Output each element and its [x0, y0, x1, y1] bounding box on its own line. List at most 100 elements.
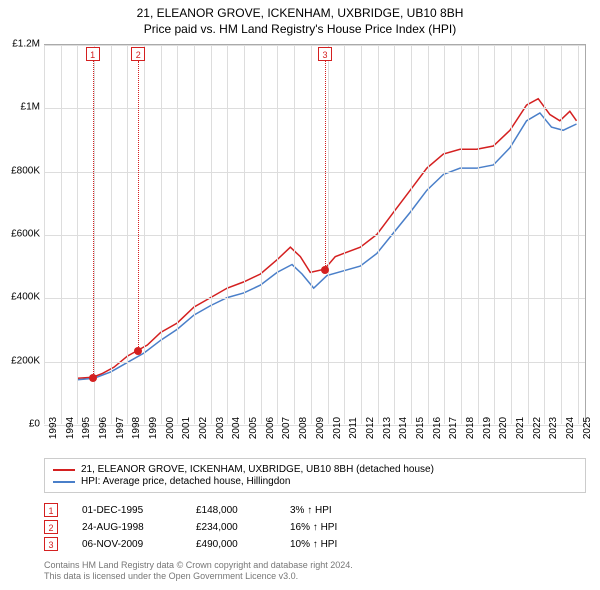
gridline-v	[161, 45, 162, 424]
sale-marker-icon: 3	[44, 537, 58, 551]
x-axis-label: 2019	[482, 417, 493, 439]
sale-pct: 10% ↑ HPI	[290, 539, 370, 550]
sale-date: 01-DEC-1995	[82, 505, 172, 516]
x-axis-label: 2007	[281, 417, 292, 439]
gridline-v	[111, 45, 112, 424]
y-axis-label: £200K	[0, 355, 40, 366]
sale-pct: 3% ↑ HPI	[290, 505, 370, 516]
x-axis-label: 1996	[98, 417, 109, 439]
gridline-v	[361, 45, 362, 424]
gridline-v	[478, 45, 479, 424]
sale-marker-box: 3	[318, 47, 332, 61]
sale-marker-line	[138, 61, 139, 351]
footer-line: Contains HM Land Registry data © Crown c…	[44, 560, 353, 571]
gridline-h	[44, 172, 585, 173]
x-axis-label: 2016	[432, 417, 443, 439]
x-axis-label: 2012	[365, 417, 376, 439]
sale-price: £490,000	[196, 539, 266, 550]
sale-marker-dot	[134, 347, 142, 355]
x-axis-label: 2018	[465, 417, 476, 439]
x-axis-label: 2009	[315, 417, 326, 439]
gridline-h	[44, 235, 585, 236]
gridline-v	[194, 45, 195, 424]
x-axis-label: 2024	[565, 417, 576, 439]
gridline-v	[561, 45, 562, 424]
x-axis-label: 2006	[265, 417, 276, 439]
x-axis-label: 2003	[215, 417, 226, 439]
x-axis-label: 1999	[148, 417, 159, 439]
sale-price: £148,000	[196, 505, 266, 516]
x-axis-label: 2005	[248, 417, 259, 439]
gridline-v	[494, 45, 495, 424]
y-axis-label: £1.2M	[0, 39, 40, 50]
gridline-h	[44, 362, 585, 363]
gridline-v	[394, 45, 395, 424]
legend-box: 21, ELEANOR GROVE, ICKENHAM, UXBRIDGE, U…	[44, 458, 586, 493]
sale-price: £234,000	[196, 522, 266, 533]
x-axis-label: 1998	[131, 417, 142, 439]
gridline-v	[94, 45, 95, 424]
sale-marker-dot	[89, 374, 97, 382]
x-axis-label: 2000	[165, 417, 176, 439]
sale-marker-dot	[321, 266, 329, 274]
gridline-v	[444, 45, 445, 424]
gridline-v	[578, 45, 579, 424]
y-axis-label: £800K	[0, 165, 40, 176]
gridline-v	[328, 45, 329, 424]
chart-container: 21, ELEANOR GROVE, ICKENHAM, UXBRIDGE, U…	[0, 0, 600, 590]
gridline-h	[44, 298, 585, 299]
x-axis-label: 2014	[398, 417, 409, 439]
legend-label: HPI: Average price, detached house, Hill…	[81, 476, 290, 487]
gridline-v	[511, 45, 512, 424]
subtitle: Price paid vs. HM Land Registry's House …	[0, 22, 600, 36]
legend-row: 21, ELEANOR GROVE, ICKENHAM, UXBRIDGE, U…	[53, 464, 577, 475]
gridline-h	[44, 45, 585, 46]
x-axis-label: 2001	[181, 417, 192, 439]
legend-swatch-icon	[53, 469, 75, 471]
x-axis-label: 2008	[298, 417, 309, 439]
x-axis-label: 1994	[65, 417, 76, 439]
x-axis-label: 2021	[515, 417, 526, 439]
x-axis-label: 2022	[532, 417, 543, 439]
gridline-v	[294, 45, 295, 424]
sales-row: 3 06-NOV-2009 £490,000 10% ↑ HPI	[44, 537, 370, 551]
sale-marker-icon: 2	[44, 520, 58, 534]
x-axis-label: 2002	[198, 417, 209, 439]
y-axis-label: £0	[0, 419, 40, 430]
gridline-v	[61, 45, 62, 424]
sale-pct: 16% ↑ HPI	[290, 522, 370, 533]
plot-area: 123	[44, 44, 586, 424]
gridline-v	[277, 45, 278, 424]
x-axis-label: 2020	[498, 417, 509, 439]
x-axis-label: 2025	[582, 417, 593, 439]
sale-marker-line	[325, 61, 326, 270]
sale-date: 24-AUG-1998	[82, 522, 172, 533]
x-axis-label: 1993	[48, 417, 59, 439]
gridline-v	[177, 45, 178, 424]
gridline-v	[127, 45, 128, 424]
gridline-h	[44, 108, 585, 109]
x-axis-label: 1997	[115, 417, 126, 439]
x-axis-label: 2017	[448, 417, 459, 439]
attribution-footer: Contains HM Land Registry data © Crown c…	[44, 560, 353, 583]
sale-marker-line	[93, 61, 94, 378]
gridline-v	[261, 45, 262, 424]
gridline-v	[528, 45, 529, 424]
gridline-v	[44, 45, 45, 424]
title-block: 21, ELEANOR GROVE, ICKENHAM, UXBRIDGE, U…	[0, 0, 600, 36]
x-axis-label: 2023	[548, 417, 559, 439]
sales-row: 1 01-DEC-1995 £148,000 3% ↑ HPI	[44, 503, 370, 517]
gridline-v	[411, 45, 412, 424]
gridline-v	[378, 45, 379, 424]
sale-marker-icon: 1	[44, 503, 58, 517]
sale-date: 06-NOV-2009	[82, 539, 172, 550]
gridline-v	[311, 45, 312, 424]
sale-marker-box: 1	[86, 47, 100, 61]
gridline-v	[461, 45, 462, 424]
gridline-v	[244, 45, 245, 424]
x-axis-label: 2011	[348, 417, 359, 439]
x-axis-label: 2010	[332, 417, 343, 439]
gridline-v	[544, 45, 545, 424]
x-axis-label: 2004	[231, 417, 242, 439]
address-title: 21, ELEANOR GROVE, ICKENHAM, UXBRIDGE, U…	[0, 6, 600, 20]
